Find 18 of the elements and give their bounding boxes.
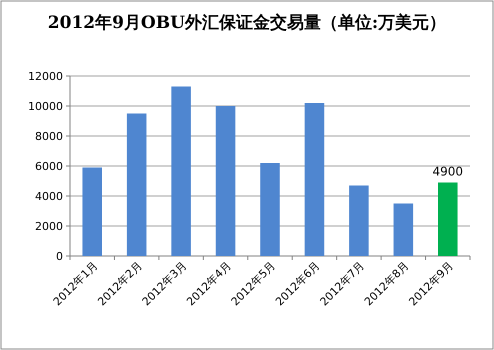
data-label: 4900: [432, 164, 464, 178]
bar: [394, 204, 414, 256]
y-tick-label: 4000: [35, 190, 63, 203]
y-tick-label: 2000: [35, 220, 63, 233]
chart-title: 2012年9月OBU外汇保证金交易量（单位:万美元）: [48, 13, 446, 33]
bar: [438, 182, 458, 256]
bar: [82, 168, 102, 256]
bar: [171, 86, 191, 256]
bar: [304, 103, 324, 256]
y-tick-label: 0: [56, 250, 63, 263]
bar: [216, 106, 236, 256]
bar: [260, 163, 280, 256]
bar: [349, 186, 369, 256]
y-tick-label: 6000: [35, 160, 63, 173]
y-tick-label: 8000: [35, 130, 63, 143]
y-tick-label: 12000: [28, 70, 63, 83]
y-tick-label: 10000: [28, 100, 63, 113]
bar: [126, 114, 146, 256]
